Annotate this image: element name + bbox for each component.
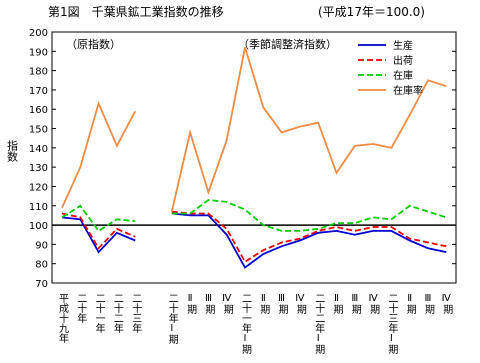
x-tick-label: Ⅲ期 <box>349 293 361 315</box>
x-tick-label: Ⅱ期 <box>258 293 270 315</box>
y-tick-label: 200 <box>29 28 48 39</box>
annotation: （原指数） <box>66 37 121 51</box>
x-tick-label: Ⅲ期 <box>276 293 288 315</box>
x-tick-label: 二十二年Ⅰ期 <box>313 293 325 355</box>
y-tick-label: 140 <box>29 144 48 155</box>
legend-label: 生産 <box>393 39 413 52</box>
y-axis-label: 指数 <box>6 139 19 163</box>
x-tick-label: Ⅱ期 <box>185 293 197 315</box>
x-tick-label: Ⅱ期 <box>404 293 416 315</box>
y-tick-label: 80 <box>35 260 48 271</box>
legend-label: 在庫 <box>393 69 413 82</box>
chart-title: 第1図 千葉県鉱工業指数の推移 <box>48 4 224 19</box>
y-tick-label: 160 <box>29 105 48 116</box>
annotation: （季節調整済指数） <box>238 37 337 51</box>
y-tick-label: 150 <box>29 125 48 136</box>
x-tick-label: Ⅲ期 <box>423 293 435 315</box>
y-tick-label: 130 <box>29 163 48 174</box>
x-tick-label: 二十一年Ⅰ期 <box>240 293 252 355</box>
x-tick-label: 二十年 <box>75 293 87 324</box>
x-tick-label: 二十三年 <box>130 293 142 334</box>
legend-label: 在庫率 <box>393 84 423 97</box>
legend-label: 出荷 <box>393 54 413 67</box>
x-tick-label: 二十二年 <box>111 293 123 334</box>
series-line <box>61 47 447 212</box>
x-tick-label: Ⅳ期 <box>367 293 379 315</box>
chart-subtitle: (平成17年＝100.0) <box>318 5 425 19</box>
x-tick-label: Ⅳ期 <box>440 293 452 315</box>
y-tick-label: 100 <box>29 221 48 232</box>
y-tick-label: 180 <box>29 67 48 78</box>
x-tick-label: Ⅳ期 <box>221 293 233 315</box>
x-tick-label: 二十三年Ⅰ期 <box>386 293 398 355</box>
y-tick-label: 190 <box>29 47 48 58</box>
series-line <box>61 199 447 233</box>
x-tick-label: Ⅳ期 <box>294 293 306 315</box>
y-tick-label: 170 <box>29 86 48 97</box>
y-tick-label: 70 <box>35 279 48 290</box>
x-tick-label: 二十年Ⅰ期 <box>166 293 178 345</box>
y-tick-label: 120 <box>29 182 48 193</box>
plot-frame <box>51 31 457 284</box>
x-tick-label: 二十一年 <box>93 293 105 334</box>
x-tick-label: 平成十九年 <box>57 293 69 344</box>
series-line <box>61 212 447 269</box>
y-tick-label: 110 <box>29 202 48 213</box>
y-tick-label: 90 <box>35 240 48 251</box>
x-tick-label: Ⅱ期 <box>331 293 343 315</box>
x-tick-label: Ⅲ期 <box>203 293 215 315</box>
series-line <box>61 210 447 264</box>
